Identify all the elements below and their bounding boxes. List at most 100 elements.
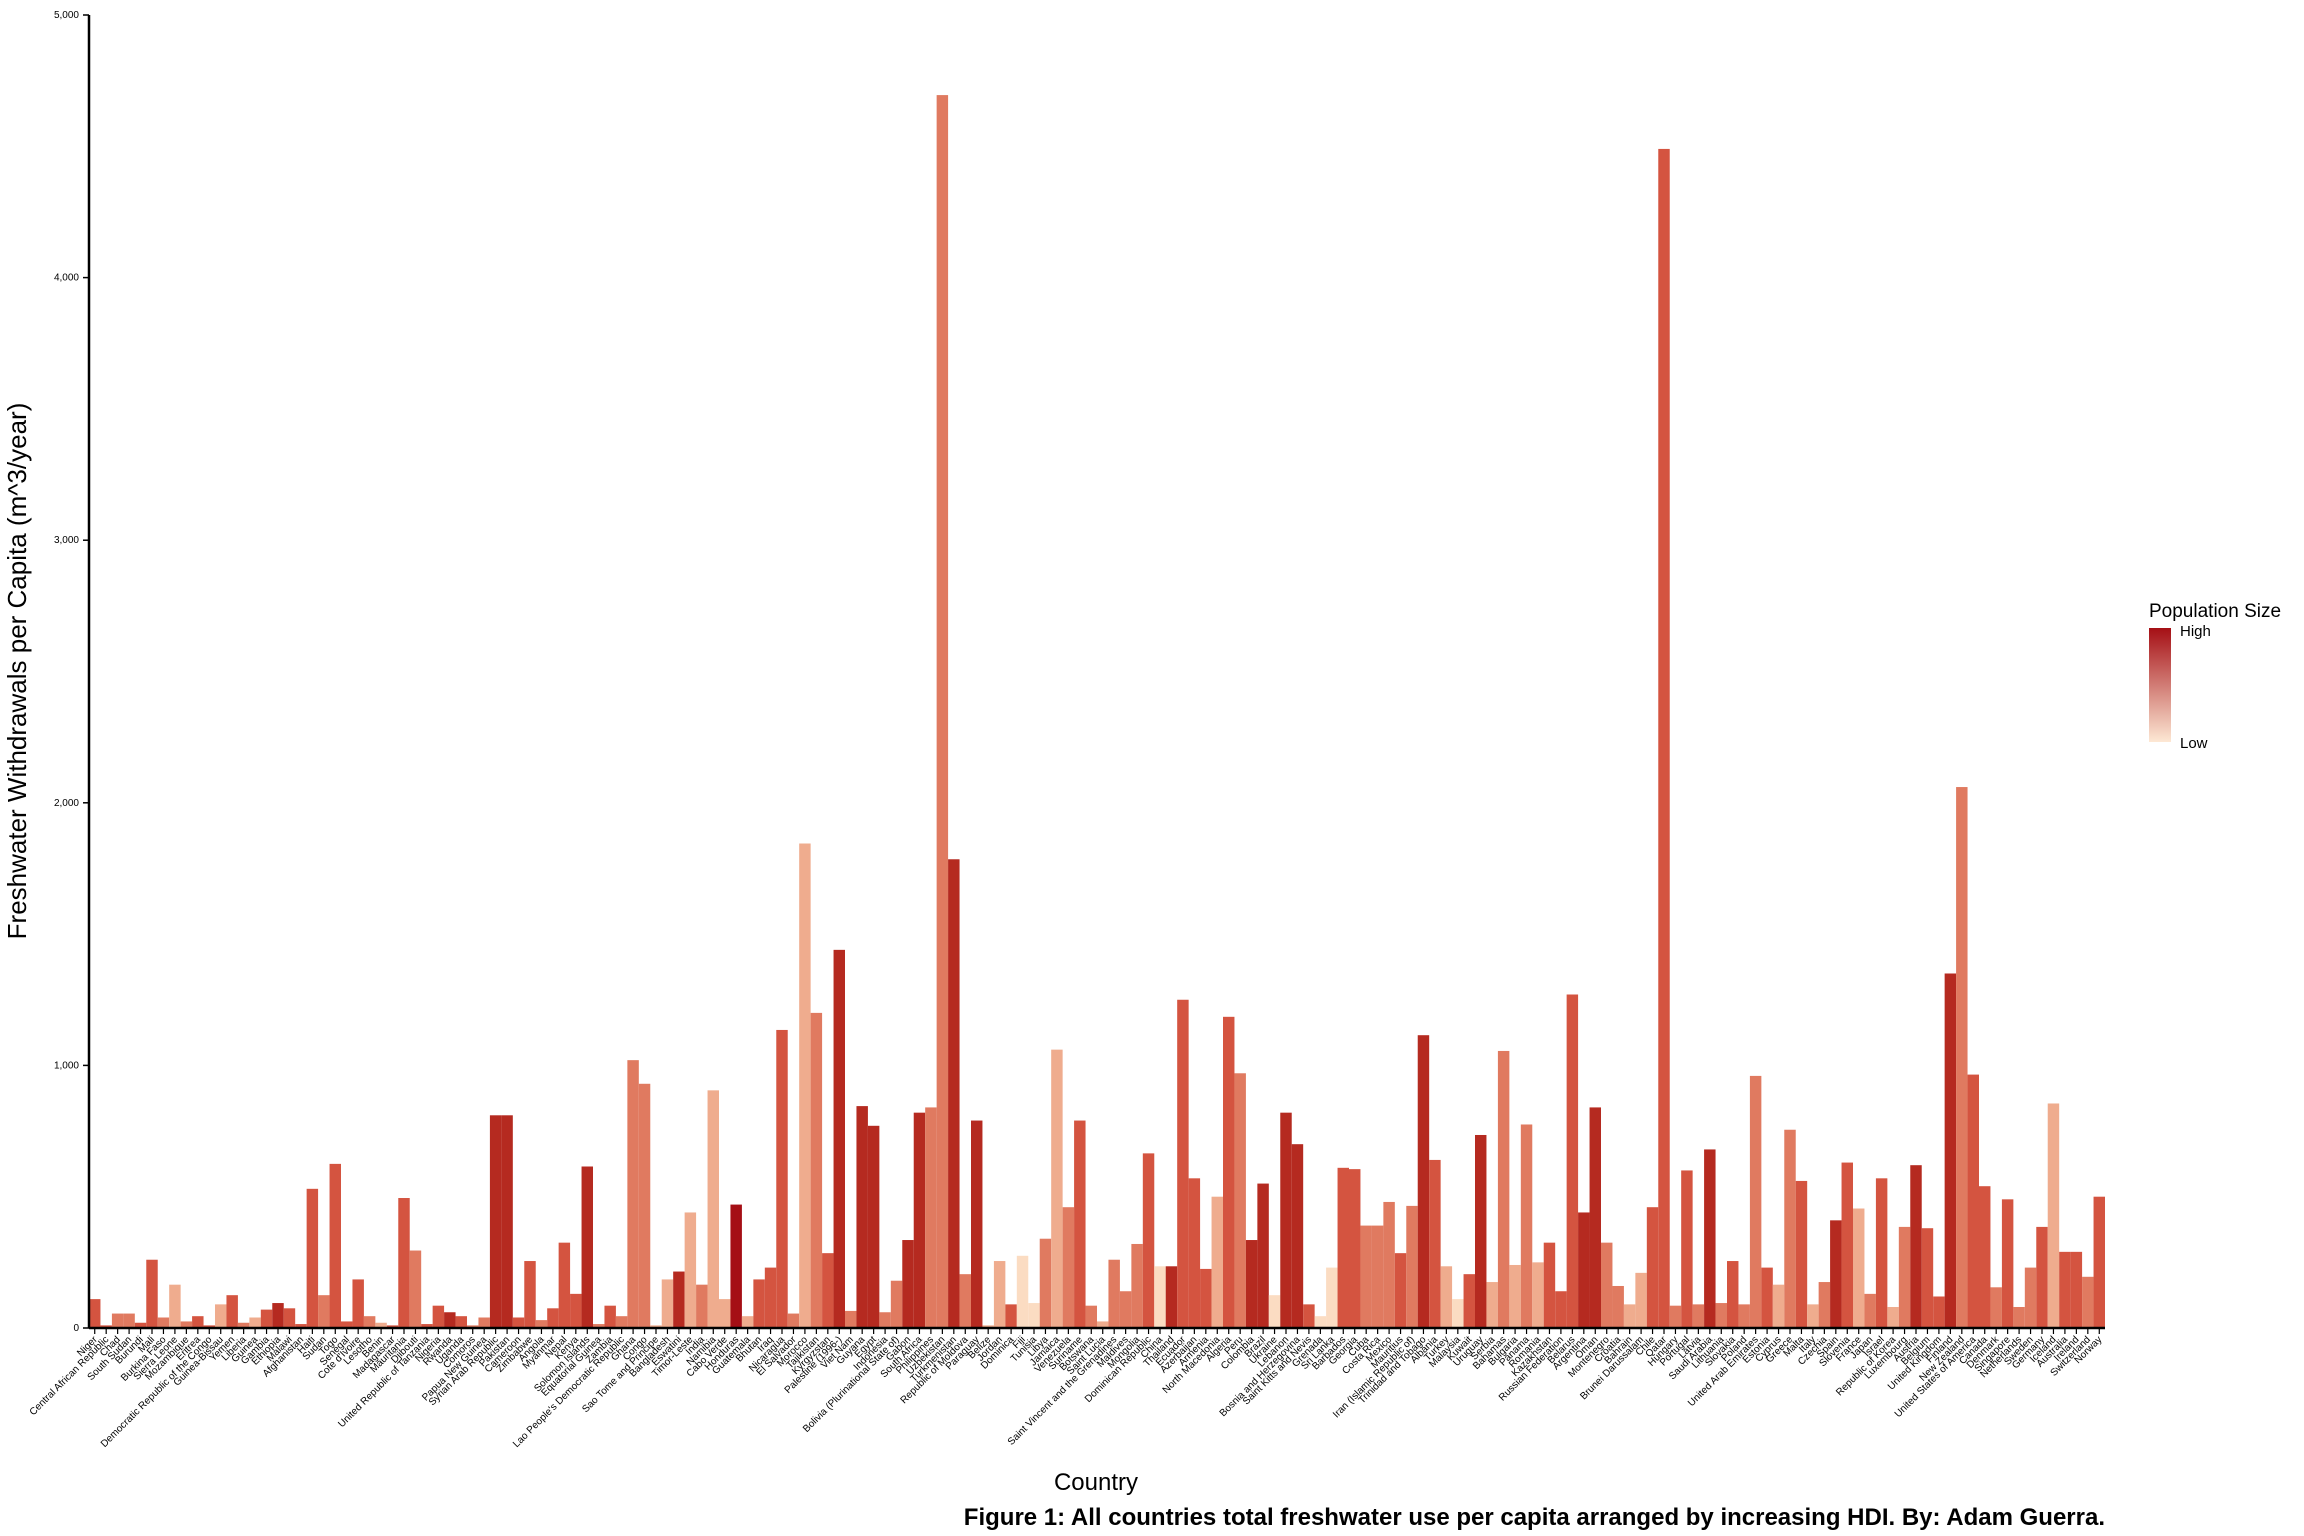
bar <box>1841 1162 1853 1328</box>
bar <box>1497 1050 1510 1328</box>
bar <box>1039 1238 1052 1328</box>
bar <box>2059 1251 2071 1328</box>
y-axis-title: Freshwater Withdrawals per Capita (m^3/y… <box>2 403 32 940</box>
bar <box>1074 1120 1086 1328</box>
bar <box>89 1299 101 1328</box>
bar <box>741 1316 754 1328</box>
bar <box>2013 1306 2025 1328</box>
bar <box>409 1250 422 1328</box>
bar <box>1429 1159 1441 1328</box>
bar <box>1990 1287 2002 1328</box>
bar <box>1440 1266 1453 1328</box>
bar <box>1417 1035 1430 1328</box>
bar <box>547 1308 559 1328</box>
bar <box>1715 1303 1727 1328</box>
bar <box>1234 1073 1246 1328</box>
bar <box>2001 1199 2014 1328</box>
bar <box>1291 1144 1304 1328</box>
bar <box>1749 1075 1762 1328</box>
bar <box>604 1305 616 1328</box>
bar <box>638 1083 651 1328</box>
legend-high-label: High <box>2180 623 2211 640</box>
bar <box>1509 1264 1521 1328</box>
bar <box>444 1312 456 1328</box>
bar <box>673 1271 685 1328</box>
bar <box>1520 1124 1533 1328</box>
bar <box>581 1166 593 1328</box>
bar <box>1532 1262 1544 1328</box>
bar <box>570 1293 582 1328</box>
bar <box>2070 1251 2083 1328</box>
bar <box>707 1090 719 1328</box>
bar <box>799 843 811 1328</box>
bar <box>764 1267 777 1328</box>
bar <box>1486 1282 1498 1328</box>
y-tick-label: 2,000 <box>54 798 79 809</box>
bar <box>902 1240 914 1328</box>
bar <box>593 1324 605 1328</box>
bar <box>467 1325 479 1328</box>
bar <box>478 1317 490 1328</box>
bar <box>925 1107 937 1328</box>
bar <box>283 1308 296 1328</box>
bar <box>1177 999 1189 1328</box>
bar <box>1165 1266 1178 1328</box>
bar <box>1807 1304 1819 1328</box>
bar <box>2047 1103 2060 1328</box>
bar <box>890 1280 903 1328</box>
bar <box>146 1259 158 1328</box>
bar <box>1589 1107 1601 1328</box>
bar <box>776 1029 788 1328</box>
bar <box>1406 1205 1418 1328</box>
bar <box>1601 1242 1613 1328</box>
bar <box>1864 1293 1876 1328</box>
bar <box>1623 1304 1636 1328</box>
bar <box>1761 1267 1773 1328</box>
bar <box>512 1317 525 1328</box>
bar <box>1944 973 1957 1328</box>
bar <box>1612 1285 1624 1328</box>
bar <box>1887 1306 1899 1328</box>
bar <box>856 1106 868 1328</box>
bar <box>1578 1212 1590 1328</box>
bar <box>1371 1225 1384 1328</box>
legend-title: Population Size <box>2149 601 2281 622</box>
bar <box>421 1324 433 1328</box>
bar <box>1142 1153 1155 1328</box>
bar <box>1475 1134 1487 1328</box>
bar <box>1727 1261 1739 1328</box>
bar <box>1154 1266 1166 1328</box>
bar <box>787 1313 800 1328</box>
bar <box>1956 787 1968 1328</box>
bar <box>2093 1196 2105 1328</box>
bar <box>180 1321 193 1328</box>
bar <box>971 1120 983 1328</box>
bar <box>1555 1291 1567 1328</box>
bar <box>1658 148 1670 1328</box>
bar <box>936 95 949 1328</box>
bar <box>524 1261 536 1328</box>
bar <box>375 1322 387 1328</box>
bar <box>100 1325 112 1328</box>
bar <box>386 1325 399 1328</box>
bar <box>2082 1276 2094 1328</box>
bar <box>1452 1299 1464 1328</box>
bar <box>1257 1183 1269 1328</box>
bar <box>1028 1303 1040 1328</box>
bar <box>455 1316 467 1328</box>
bar <box>1188 1178 1201 1328</box>
bar <box>1692 1304 1705 1328</box>
bar <box>1303 1304 1315 1328</box>
bar <box>1669 1305 1682 1328</box>
bar <box>398 1198 410 1328</box>
bar <box>1646 1207 1659 1328</box>
bar <box>1245 1240 1258 1328</box>
bar <box>1898 1226 1911 1328</box>
bar <box>753 1279 765 1328</box>
bar <box>1337 1167 1349 1328</box>
bar <box>1051 1049 1063 1328</box>
bar <box>1979 1186 1991 1328</box>
bar <box>329 1163 341 1328</box>
bar <box>226 1295 238 1328</box>
